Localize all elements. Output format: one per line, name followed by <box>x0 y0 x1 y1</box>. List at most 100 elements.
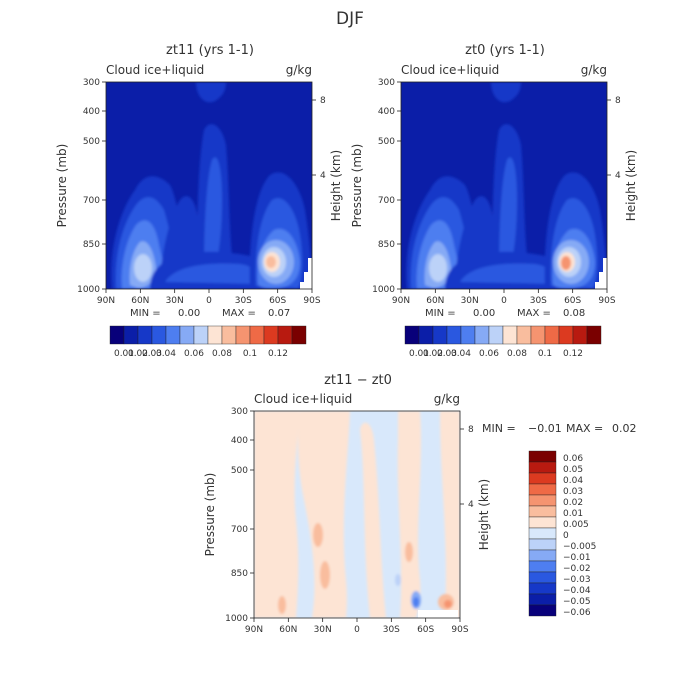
minmax-max-label: MAX = <box>222 308 256 319</box>
y-tick-label: 300 <box>378 78 395 88</box>
x-tick-label: 60S <box>269 296 286 306</box>
diff-colorbar-swatch <box>528 527 557 540</box>
minmax-min-value: 0.00 <box>178 308 200 319</box>
colorbar-label: 0.01 <box>114 349 134 359</box>
colorbar-swatch <box>460 325 476 345</box>
x-tick-label: 0 <box>354 625 360 635</box>
terrain-mask <box>300 258 312 289</box>
y-tick-label: 300 <box>231 407 248 417</box>
x-tick-label: 90S <box>451 625 468 635</box>
colorbar-swatch <box>193 325 209 345</box>
minmax-max-label: MAX = <box>566 422 603 435</box>
x-tick-label: 30S <box>383 625 400 635</box>
figure-title: DJF <box>336 9 364 29</box>
colorbar-swatch <box>221 325 237 345</box>
colorbar-swatch <box>291 325 307 345</box>
diff-colorbar-swatch <box>528 560 557 573</box>
colorbar-label: 0.04 <box>156 349 176 359</box>
field-label: Cloud ice+liquid <box>254 392 352 406</box>
x-tick-label: 90N <box>392 296 410 306</box>
contour-band-tropical-core <box>204 157 222 272</box>
y-right-axis-label: Height (km) <box>477 479 491 550</box>
diff-colorbar-label: 0.06 <box>563 454 583 464</box>
minmax-min-label: MIN = <box>425 308 456 319</box>
contour-band-positive-polar <box>440 411 460 618</box>
y-right-tick-label: 4 <box>468 500 474 510</box>
diff-colorbar-label: 0.02 <box>563 498 583 508</box>
colorbar-label: 0.02 <box>128 349 148 359</box>
y-tick-label: 1000 <box>225 614 248 624</box>
colorbar-label: 0.03 <box>142 349 162 359</box>
diff-colorbar-swatch <box>528 538 557 551</box>
x-tick-label: 90S <box>598 296 615 306</box>
colorbar-swatch <box>151 325 167 345</box>
axes-and-colorbars: 90N 60N 30N 0 30S 60S 90S300400500700850100084… <box>55 78 638 635</box>
diff-colorbar-label: −0.01 <box>563 553 591 563</box>
y-tick-label: 850 <box>231 569 248 579</box>
y-tick-label: 400 <box>231 436 248 446</box>
y-tick-label: 700 <box>231 525 248 535</box>
units-label: g/kg <box>581 63 607 77</box>
y-axis-label: Pressure (mb) <box>55 144 69 228</box>
colorbar-swatch <box>586 325 602 345</box>
colorbar-swatch <box>109 325 125 345</box>
x-tick-label: 0 <box>501 296 507 306</box>
colorbar-swatch <box>165 325 181 345</box>
colorbar-swatch <box>249 325 265 345</box>
diff-colorbar-label: 0.04 <box>563 476 583 486</box>
colorbar-swatch <box>277 325 293 345</box>
x-tick-label: 30S <box>235 296 252 306</box>
contour-band-polar-upper <box>196 82 226 103</box>
contour-band-nh-max <box>134 254 152 282</box>
colorbar-label: 0.06 <box>479 349 499 359</box>
colorbar-swatch <box>516 325 532 345</box>
colorbar-swatch <box>558 325 574 345</box>
x-tick-label: 90N <box>245 625 263 635</box>
diff-colorbar-swatch <box>528 483 557 496</box>
contour-band-sh-peak-top <box>561 256 571 270</box>
diff-colorbar-swatch <box>528 593 557 606</box>
y-tick-label: 400 <box>83 107 100 117</box>
panel-zt11: zt11 (yrs 1-1) Cloud ice+liquid g/kg <box>105 43 313 290</box>
diff-colorbar-swatch <box>528 516 557 529</box>
colorbar-swatch <box>179 325 195 345</box>
diff-colorbar-label: −0.06 <box>563 608 591 618</box>
colorbar-swatch <box>446 325 462 345</box>
contour-band-positive-30s <box>405 542 413 562</box>
y-right-axis-label: Height (km) <box>329 150 343 221</box>
contour-band-negative-eq <box>395 574 401 586</box>
diff-colorbar-label: 0.05 <box>563 465 583 475</box>
diff-colorbar-swatch <box>528 494 557 507</box>
contour-band-tropical-core <box>499 157 517 272</box>
contour-band-nh-max <box>429 254 447 282</box>
panel-title: zt0 (yrs 1-1) <box>465 43 545 58</box>
colorbar-label: 0.1 <box>243 349 257 359</box>
colorbar-swatch <box>137 325 153 345</box>
x-tick-label: 90S <box>303 296 320 306</box>
x-tick-label: 60N <box>279 625 297 635</box>
diff-colorbar-swatch <box>528 571 557 584</box>
contour-band-polar-upper <box>491 82 521 103</box>
colorbar-label: 0.12 <box>268 349 288 359</box>
minmax-max-value: 0.02 <box>612 422 637 435</box>
diff-colorbar-swatch <box>528 604 557 617</box>
contour-field <box>401 82 607 289</box>
y-right-axis-label: Height (km) <box>624 150 638 221</box>
x-tick-label: 0 <box>206 296 212 306</box>
contour-band-positive-sh <box>397 411 421 618</box>
panel-zt0: zt0 (yrs 1-1) Cloud ice+liquid g/kg <box>400 43 608 290</box>
y-axis-label: Pressure (mb) <box>203 473 217 557</box>
x-tick-label: 60S <box>564 296 581 306</box>
colorbar-label: 0.03 <box>437 349 457 359</box>
minmax-max-label: MAX = <box>517 308 551 319</box>
minmax-min-value: 0.00 <box>473 308 495 319</box>
contour-band-positive-nh <box>254 411 300 618</box>
colorbar-swatch <box>263 325 279 345</box>
contour-band-positive-polar-peak <box>444 600 452 608</box>
x-tick-label: 60N <box>426 296 444 306</box>
y-tick-label: 1000 <box>372 285 395 295</box>
colorbar-swatch <box>207 325 223 345</box>
colorbar-label: 0.06 <box>184 349 204 359</box>
y-right-tick-label: 8 <box>615 96 621 106</box>
